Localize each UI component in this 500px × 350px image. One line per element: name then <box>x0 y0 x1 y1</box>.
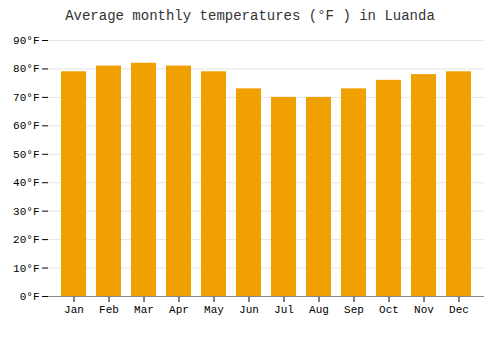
svg-text:0°F: 0°F <box>20 291 40 303</box>
svg-text:70°F: 70°F <box>13 92 39 104</box>
svg-text:Oct: Oct <box>379 304 399 316</box>
svg-text:80°F: 80°F <box>13 63 39 75</box>
svg-text:Jun: Jun <box>239 304 259 316</box>
svg-text:Mar: Mar <box>134 304 154 316</box>
svg-text:60°F: 60°F <box>13 120 39 132</box>
svg-text:10°F: 10°F <box>13 263 39 275</box>
svg-text:May: May <box>204 304 224 316</box>
svg-text:Jan: Jan <box>64 304 84 316</box>
svg-text:40°F: 40°F <box>13 177 39 189</box>
svg-text:Feb: Feb <box>99 304 119 316</box>
svg-text:Aug: Aug <box>309 304 329 316</box>
svg-text:Sep: Sep <box>344 304 364 316</box>
svg-text:Jul: Jul <box>274 304 294 316</box>
svg-text:90°F: 90°F <box>13 35 39 47</box>
svg-text:50°F: 50°F <box>13 149 39 161</box>
svg-text:Nov: Nov <box>414 304 434 316</box>
html-text:Average monthly temperatures (: Average monthly temperatures (°F ) in Lu… <box>65 8 435 24</box>
svg-text:30°F: 30°F <box>13 206 39 218</box>
svg-text:Apr: Apr <box>169 304 189 316</box>
svg-text:20°F: 20°F <box>13 234 39 246</box>
svg-text:Dec: Dec <box>449 304 469 316</box>
